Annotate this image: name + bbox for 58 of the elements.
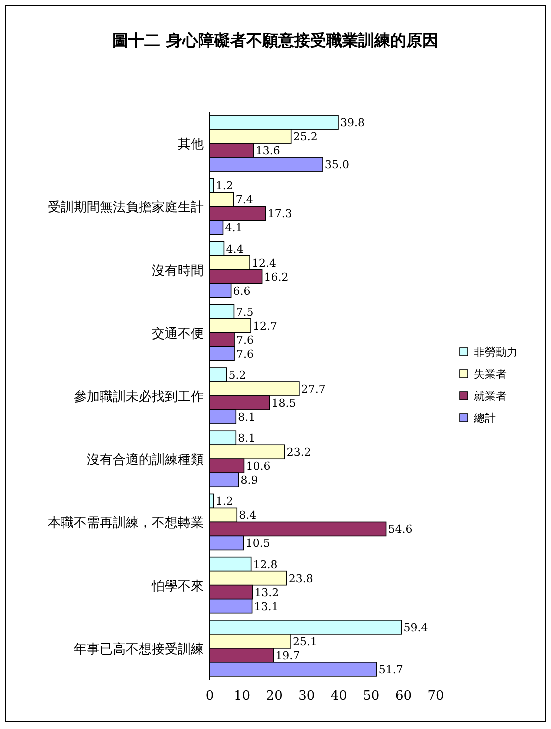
y-tick-label: 年事已高不想接受訓練 bbox=[74, 641, 204, 658]
data-label: 7.6 bbox=[236, 348, 254, 361]
data-label: 8.1 bbox=[238, 411, 256, 424]
data-label: 5.2 bbox=[228, 369, 246, 382]
data-label: 4.4 bbox=[226, 242, 244, 256]
y-tick-label: 受訓期間無法負擔家庭生計 bbox=[48, 200, 204, 216]
data-label: 7.5 bbox=[236, 306, 254, 319]
x-tick-label: 70 bbox=[428, 689, 444, 704]
data-label: 51.7 bbox=[378, 663, 404, 676]
x-tick-label: 20 bbox=[266, 689, 283, 704]
legend-label: 就業者 bbox=[474, 390, 507, 403]
data-label: 1.2 bbox=[216, 495, 234, 508]
data-label: 17.3 bbox=[268, 208, 292, 221]
y-tick-label: 交通不便 bbox=[152, 326, 204, 342]
data-label: 25.2 bbox=[293, 130, 318, 144]
data-label: 54.6 bbox=[388, 523, 413, 536]
y-tick-label: 本職不需再訓練，不想轉業 bbox=[48, 516, 204, 532]
data-label: 12.7 bbox=[253, 320, 278, 333]
legend-label: 失業者 bbox=[474, 368, 507, 381]
data-label: 13.6 bbox=[256, 144, 280, 158]
data-label: 8.4 bbox=[239, 509, 257, 522]
legend-label: 非勞動力 bbox=[474, 346, 518, 359]
data-label: 59.4 bbox=[404, 621, 428, 634]
data-label: 12.8 bbox=[253, 558, 278, 572]
data-label: 19.7 bbox=[276, 649, 300, 662]
data-label: 27.7 bbox=[301, 383, 326, 396]
x-tick-label: 50 bbox=[363, 689, 380, 704]
data-label: 23.8 bbox=[288, 572, 314, 586]
data-label: 7.4 bbox=[236, 194, 254, 207]
y-tick-label: 沒有合適的訓練種類 bbox=[87, 452, 204, 468]
data-label: 13.2 bbox=[254, 586, 280, 600]
y-tick-label: 怕學不來 bbox=[151, 579, 204, 594]
data-label: 13.1 bbox=[254, 600, 279, 614]
y-tick-label: 其他 bbox=[178, 138, 204, 153]
data-label: 25.1 bbox=[293, 635, 318, 648]
y-tick-label: 參加職訓未必找到工作 bbox=[74, 390, 204, 405]
chart-title: 圖十二 身心障礙者不願意接受職業訓練的原因 bbox=[112, 31, 438, 50]
data-label: 6.6 bbox=[233, 284, 251, 298]
y-tick-label: 沒有時間 bbox=[152, 264, 204, 279]
data-label: 18.5 bbox=[272, 397, 296, 410]
data-label: 7.6 bbox=[236, 334, 254, 347]
data-label: 35.0 bbox=[325, 158, 350, 172]
data-label: 12.4 bbox=[252, 256, 277, 270]
data-label: 1.2 bbox=[216, 180, 234, 193]
x-tick-label: 40 bbox=[330, 689, 348, 704]
data-label: 23.2 bbox=[286, 446, 312, 460]
data-label: 8.1 bbox=[238, 432, 256, 446]
x-tick-label: 10 bbox=[234, 689, 251, 704]
data-label: 4.1 bbox=[225, 222, 243, 235]
x-tick-label: 30 bbox=[298, 689, 316, 704]
data-label: 10.5 bbox=[246, 537, 270, 550]
data-label: 39.8 bbox=[340, 116, 365, 130]
data-label: 10.6 bbox=[246, 460, 271, 474]
data-label: 16.2 bbox=[264, 270, 289, 284]
x-tick-label: 0 bbox=[206, 689, 214, 704]
legend-label: 總計 bbox=[473, 412, 496, 425]
x-tick-label: 60 bbox=[395, 689, 412, 704]
data-label: 8.9 bbox=[240, 474, 258, 488]
